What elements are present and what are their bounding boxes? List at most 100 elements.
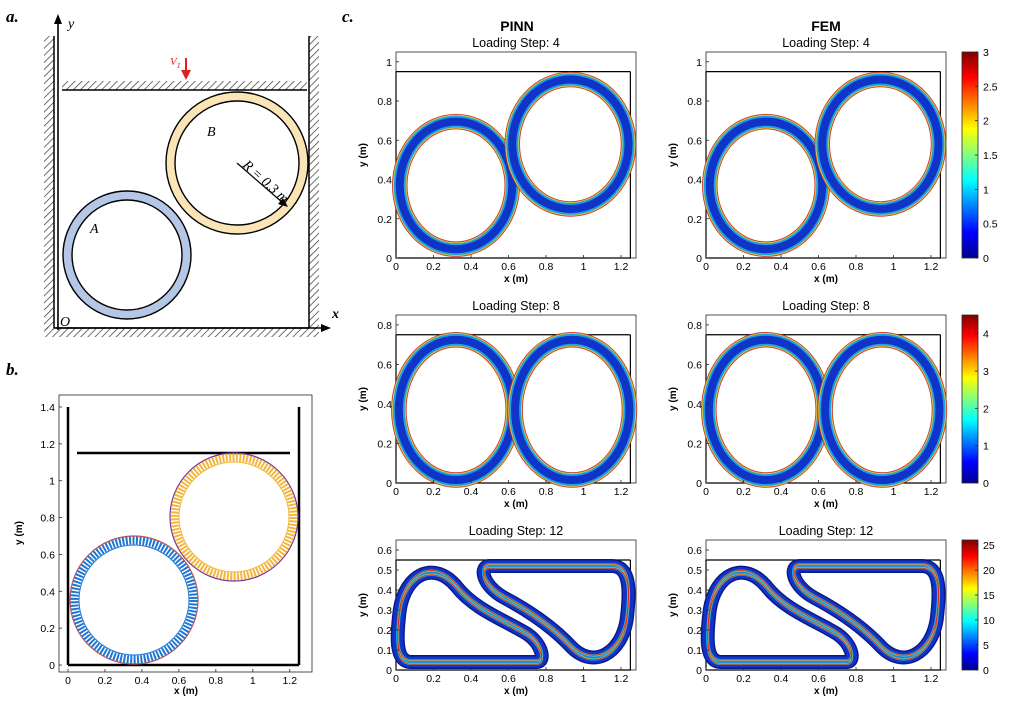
ytick-4: 0.4 (377, 585, 392, 597)
xtick-4: 0.8 (849, 486, 864, 498)
xtick-4: 0.8 (539, 486, 554, 498)
deformed-ring-a (700, 565, 859, 669)
ytick-1: 0.2 (687, 214, 702, 226)
xtick-2: 0.4 (464, 261, 479, 273)
ytick-1: 0.2 (687, 438, 702, 450)
mesh-ring-b-outer (169, 452, 299, 582)
ytick-4: 0.8 (377, 96, 392, 108)
deformed-ring-b (786, 559, 946, 665)
schematic-x-label: x (331, 307, 339, 322)
right-wall (309, 36, 319, 330)
xtick-4: 0.8 (539, 261, 554, 273)
colorbar-row-2: 0 1 2 3 4 (961, 314, 989, 490)
plot-title: Loading Step: 8 (472, 299, 560, 313)
ytick-1: 0.2 (377, 438, 392, 450)
plot-xlabel: x (m) (504, 499, 528, 510)
ytick-4: 0.8 (377, 320, 392, 332)
plot-title: Loading Step: 4 (472, 36, 560, 50)
panel-label-a: a. (6, 7, 19, 26)
colorbar-tick-1: 0.5 (983, 219, 998, 231)
ytick-2: 0.2 (687, 625, 702, 637)
xtick-1: 0.2 (426, 673, 441, 685)
panel-label-b: b. (6, 360, 19, 379)
plot-title: Loading Step: 8 (782, 299, 870, 313)
mesh-ticks: 0 0.2 0.4 0.6 0.8 1 1.2 0 0.2 0.4 0.6 0.8 1 1.2 1.4 (40, 402, 297, 687)
xtick-0: 0 (393, 486, 399, 498)
ytick-1: 0.2 (377, 214, 392, 226)
xtick-5: 1 (581, 261, 587, 273)
ytick-0: 0 (696, 478, 702, 490)
plot-xlabel: x (m) (814, 686, 838, 697)
mesh-xlabel: x (m) (174, 686, 198, 697)
ring-b-label: B (207, 125, 216, 140)
ytick-0: 0 (696, 253, 702, 265)
mesh-ytick-7: 1.4 (40, 402, 55, 414)
xtick-1: 0.2 (426, 486, 441, 498)
ytick-1: 0.1 (377, 645, 392, 657)
xtick-4: 0.8 (849, 673, 864, 685)
mesh-xtick-5: 1 (250, 675, 256, 687)
xtick-6: 1.2 (924, 261, 939, 273)
xtick-2: 0.4 (464, 673, 479, 685)
ytick-4: 0.8 (687, 96, 702, 108)
plot-xlabel: x (m) (814, 499, 838, 510)
column-head-pinn: PINN (500, 18, 533, 34)
ytick-3: 0.6 (377, 135, 392, 147)
deformed-ring-b (504, 71, 637, 217)
xtick-6: 1.2 (924, 673, 939, 685)
plot-ylabel: y (m) (358, 387, 369, 411)
ytick-2: 0.2 (377, 625, 392, 637)
colorbar-tick-5: 25 (983, 540, 995, 552)
deformed-ring-b (507, 331, 638, 488)
xtick-3: 0.6 (501, 673, 516, 685)
mesh-ring-a (70, 536, 198, 664)
contour-plot-fem-row-1: Loading Step: 4 0 0.2 0.4 0.6 0.8 1 1.2 0 0.2 0.4 0… (668, 36, 947, 285)
plot-ylabel: y (m) (358, 143, 369, 167)
mesh-ytick-2: 0.4 (40, 586, 55, 598)
ytick-3: 0.6 (687, 359, 702, 371)
xtick-4: 0.8 (539, 673, 554, 685)
xtick-2: 0.4 (774, 486, 789, 498)
mesh-ring-a-outer (69, 535, 199, 665)
mesh-ylabel: y (m) (14, 521, 25, 545)
panel-label-c: c. (342, 7, 354, 26)
plot-ylabel: y (m) (358, 593, 369, 617)
plot-xlabel: x (m) (814, 274, 838, 285)
mesh-xtick-1: 0.2 (98, 675, 113, 687)
mesh-panel: 0 0.2 0.4 0.6 0.8 1 1.2 0 0.2 0.4 0.6 0.8 1 1.2 1.4 x … (14, 394, 313, 697)
mesh-axes-box (58, 394, 313, 673)
ring-a-label: A (89, 222, 99, 237)
ytick-2: 0.4 (687, 399, 702, 411)
colorbar-tick-4: 20 (983, 565, 995, 577)
plot-ylabel: y (m) (668, 387, 679, 411)
deformed-ring-a (702, 113, 831, 257)
xtick-2: 0.4 (464, 486, 479, 498)
xtick-5: 1 (891, 673, 897, 685)
xtick-6: 1.2 (614, 261, 629, 273)
ytick-3: 0.6 (687, 135, 702, 147)
ytick-3: 0.6 (377, 359, 392, 371)
colorbar-tick-0: 0 (983, 253, 989, 265)
schematic-panel: y x O V1 A B R = 0.3 m (44, 14, 339, 337)
xtick-0: 0 (703, 261, 709, 273)
ytick-5: 1 (696, 57, 702, 69)
colorbar-tick-0: 0 (983, 478, 989, 490)
contour-plot-fem-row-2: Loading Step: 8 0 0.2 0.4 0.6 0.8 1 1.2 0 0.2 0.4 0… (668, 299, 948, 510)
ytick-0: 0 (386, 253, 392, 265)
plot-title: Loading Step: 12 (779, 524, 874, 538)
ytick-0: 0 (696, 665, 702, 677)
ytick-2: 0.4 (377, 175, 392, 187)
xtick-2: 0.4 (774, 673, 789, 685)
xtick-0: 0 (393, 261, 399, 273)
contour-plot-fem-row-3: Loading Step: 12 0 0.2 0.4 0.6 0.8 1 1.2 0 0.1 0.2… (668, 524, 947, 697)
mesh-ytick-0: 0 (49, 660, 55, 672)
contour-plot-pinn-row-1: Loading Step: 4 0 0.2 0.4 0.6 0.8 1 1.2 0 0.2 0.4 0… (358, 36, 637, 285)
mesh-ytick-6: 1.2 (40, 439, 55, 451)
xtick-6: 1.2 (614, 486, 629, 498)
mesh-ytick-1: 0.2 (40, 623, 55, 635)
ytick-6: 0.6 (377, 545, 392, 557)
plot-ylabel: y (m) (668, 143, 679, 167)
colorbar-tick-4: 2 (983, 116, 989, 128)
ytick-5: 0.5 (377, 565, 392, 577)
